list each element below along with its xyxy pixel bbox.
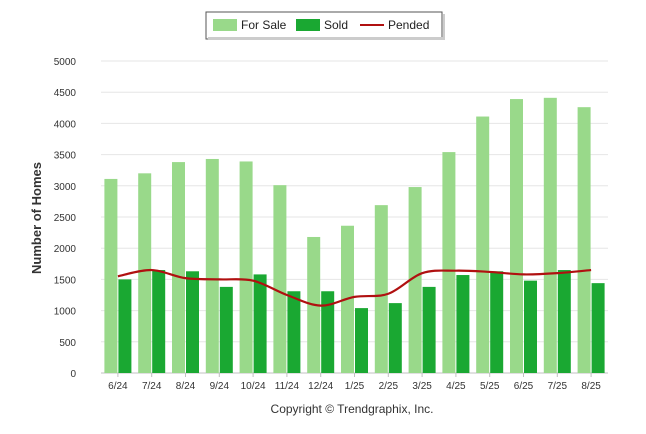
bar-for-sale[interactable] [476, 116, 490, 373]
legend-label-for-sale: For Sale [241, 18, 287, 32]
bar-sold[interactable] [152, 270, 166, 373]
y-tick-label: 500 [59, 338, 76, 349]
bar-sold[interactable] [422, 286, 436, 373]
x-tick-label: 11/24 [275, 381, 300, 392]
bar-sold[interactable] [186, 271, 199, 373]
bar-for-sale[interactable] [138, 173, 152, 373]
x-tick-label: 10/24 [241, 381, 266, 392]
legend-shadow-side [443, 14, 445, 40]
bar-for-sale[interactable] [442, 152, 456, 373]
bar-for-sale[interactable] [172, 162, 185, 373]
x-tick-label: 7/25 [548, 381, 568, 392]
bar-sold[interactable] [253, 274, 267, 373]
bar-for-sale[interactable] [273, 185, 287, 373]
bar-sold[interactable] [321, 291, 335, 373]
x-tick-label: 8/24 [176, 381, 196, 392]
legend-swatch-for-sale [213, 19, 237, 31]
bar-sold[interactable] [490, 271, 504, 373]
y-tick-label: 1500 [54, 275, 77, 286]
pended-line [117, 268, 592, 307]
bar-sold[interactable] [355, 308, 368, 373]
y-axis-label: Number of Homes [29, 162, 44, 274]
x-tick-label: 9/24 [210, 381, 230, 392]
y-tick-label: 4500 [54, 88, 77, 99]
bar-sold[interactable] [219, 286, 233, 373]
bar-sold[interactable] [557, 270, 571, 373]
bar-for-sale[interactable] [374, 205, 388, 373]
copyright-credit: Copyright © Trendgraphix, Inc. [271, 402, 434, 416]
x-tick-label: 1/25 [345, 381, 365, 392]
bar-sold[interactable] [456, 275, 470, 373]
x-tick-label: 8/25 [581, 381, 601, 392]
bar-for-sale[interactable] [408, 187, 422, 373]
legend-label-sold: Sold [324, 18, 348, 32]
y-tick-label: 5000 [54, 57, 77, 68]
bar-for-sale[interactable] [510, 99, 523, 374]
bar-for-sale[interactable] [205, 158, 219, 373]
y-tick-label: 3500 [54, 151, 77, 162]
y-tick-label: 4000 [54, 119, 77, 130]
legend-box [205, 11, 443, 40]
bar-for-sale[interactable] [239, 161, 253, 373]
y-tick-label: 2500 [54, 213, 77, 224]
bar-for-sale[interactable] [543, 97, 557, 373]
x-tick-label: 5/25 [480, 381, 500, 392]
bar-sold[interactable] [524, 280, 537, 373]
y-tick-label: 0 [70, 369, 76, 380]
legend-label-pended: Pended [388, 18, 429, 32]
bar-sold[interactable] [591, 283, 605, 373]
y-tick-label: 2000 [54, 244, 77, 255]
bar-sold[interactable] [388, 303, 402, 373]
x-tick-label: 4/25 [446, 381, 466, 392]
x-tick-label: 2/25 [379, 381, 399, 392]
legend-swatch-sold [296, 19, 320, 31]
x-tick-label: 6/25 [514, 381, 534, 392]
x-tick-label: 6/24 [108, 381, 128, 392]
bar-sold[interactable] [118, 279, 132, 373]
legend[interactable]: For Sale Sold Pended [205, 11, 445, 40]
bars [104, 97, 605, 377]
y-tick-label: 3000 [54, 182, 77, 193]
x-tick-label: 12/24 [308, 381, 333, 392]
legend-shadow [208, 37, 444, 40]
y-axis-ticks: 0 500 1000 1500 2000 2500 3000 3500 4000 4500 5000 [54, 57, 77, 380]
bar-for-sale[interactable] [577, 107, 591, 374]
x-axis-ticks: 6/24 7/24 8/24 9/24 10/24 11/24 12/24 1/25 2/25 3… [108, 381, 601, 392]
x-tick-label: 7/24 [142, 381, 162, 392]
bar-sold[interactable] [287, 291, 301, 373]
x-tick-label: 3/25 [412, 381, 432, 392]
y-tick-label: 1000 [54, 307, 77, 318]
bar-for-sale[interactable] [104, 178, 118, 373]
